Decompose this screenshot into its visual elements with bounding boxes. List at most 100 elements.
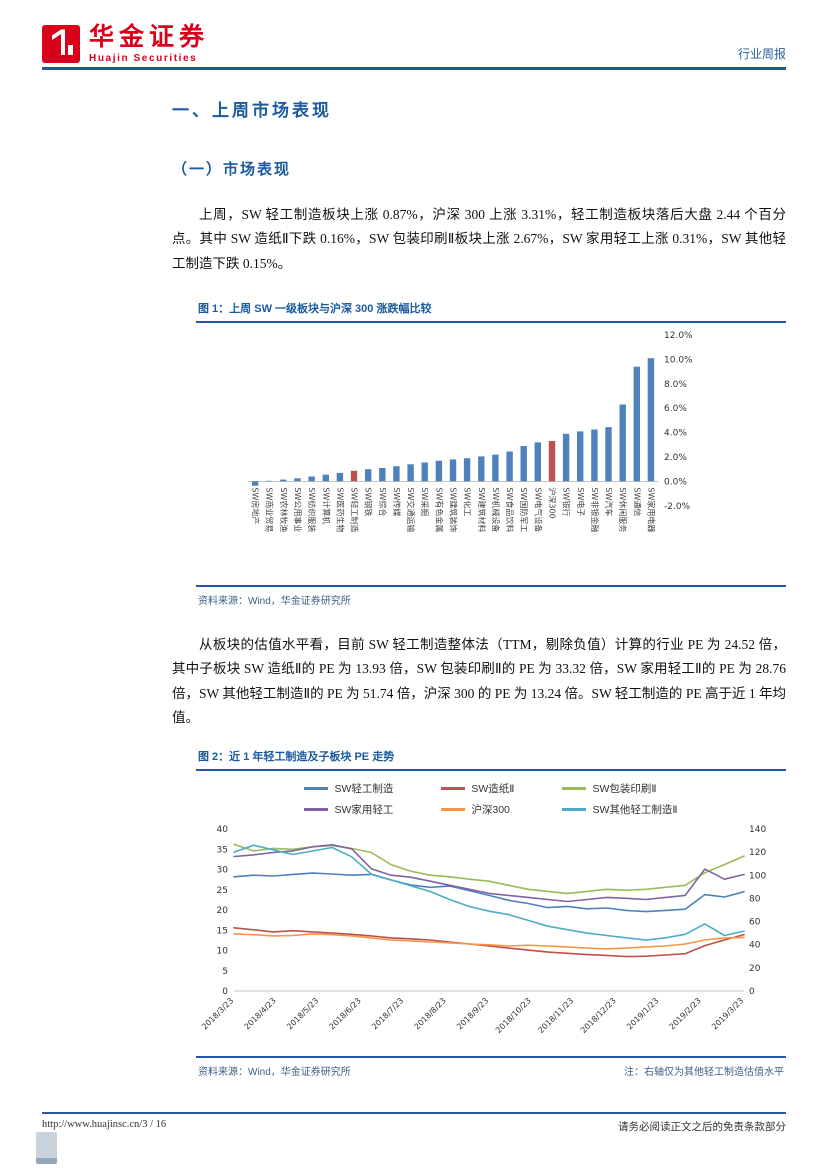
bar-category-label: 沪深300	[547, 487, 557, 518]
legend-label: SW其他轻工制造Ⅱ	[592, 804, 678, 816]
bar-category-label: SW采掘	[420, 487, 430, 516]
legend-swatch	[562, 808, 587, 811]
bar	[463, 458, 471, 482]
legend-item: SW其他轻工制造Ⅱ	[562, 802, 678, 817]
bar	[421, 462, 428, 482]
bar	[336, 472, 344, 482]
bar-category-label: SW食品饮料	[505, 487, 515, 532]
svg-text:15: 15	[217, 926, 228, 936]
bar	[562, 433, 570, 482]
series-line	[233, 927, 745, 958]
bar-category-label: SW房地产	[251, 487, 261, 524]
x-tick-label: 2018/5/23	[285, 996, 320, 1031]
bar-category-label: SW医药生物	[335, 487, 345, 532]
bar-chart: 12.0% 10.0% 8.0% 6.0% 4.0% 2.0% 0.0% -2.0% SW房地产…	[248, 331, 693, 532]
bar	[365, 469, 372, 482]
legend-label: SW造纸Ⅱ	[471, 783, 515, 795]
svg-text:40: 40	[217, 825, 229, 835]
bar-category-label: SW银行	[562, 487, 572, 516]
footer-logo-mark	[36, 1132, 57, 1164]
figure-2-caption: 图 2：近 1 年轻工制造及子板块 PE 走势	[198, 751, 395, 763]
x-tick-label: 2018/11/23	[536, 996, 575, 1035]
bar-category-label: SW汽车	[604, 487, 614, 516]
bar	[379, 468, 386, 482]
legend-label: SW包装印刷Ⅱ	[592, 783, 657, 795]
footer-disclaimer: 请务必阅读正文之后的免责条款部分	[618, 1121, 786, 1133]
brand: 华金证券 Huajin Securities	[42, 24, 209, 64]
bar-category-label: SW计算机	[321, 487, 331, 524]
report-type-label: 行业周报	[737, 47, 786, 61]
brand-text: 华金证券 Huajin Securities	[89, 24, 209, 64]
footer-divider	[42, 1112, 786, 1114]
bar	[435, 460, 443, 482]
svg-text:4.0%: 4.0%	[664, 429, 687, 439]
chart-legend: SW轻工制造 SW造纸Ⅱ SW包装印刷Ⅱ SW家用轻工 沪深300 SW其他轻工制造Ⅱ	[304, 781, 678, 817]
bar-category-label: SW钢铁	[364, 487, 374, 516]
x-tick-label: 2018/12/23	[579, 996, 618, 1035]
legend-item: SW包装印刷Ⅱ	[562, 781, 677, 796]
svg-text:12.0%: 12.0%	[664, 331, 693, 341]
header-divider	[42, 67, 786, 70]
bar	[633, 366, 640, 482]
svg-text:60: 60	[749, 918, 761, 928]
x-tick-label: 2019/2/23	[668, 996, 703, 1031]
subsection-heading: （一）市场表现	[172, 161, 292, 178]
bar	[478, 456, 485, 482]
bar	[407, 464, 414, 482]
legend-item: 沪深300	[441, 802, 514, 817]
x-tick-label: 2018/9/23	[455, 996, 490, 1031]
svg-text:20: 20	[749, 964, 761, 974]
svg-text:10.0%: 10.0%	[664, 355, 693, 365]
bar-category-label: SW有色金属	[434, 487, 444, 532]
svg-text:10: 10	[217, 947, 229, 957]
bar-category-label: SW建筑装饰	[449, 487, 459, 532]
bar-category-label: SW化工	[463, 487, 473, 516]
svg-text:120: 120	[749, 848, 766, 858]
bar-category-label: SW交通运输	[406, 487, 416, 532]
svg-text:0: 0	[749, 987, 755, 997]
svg-text:35: 35	[217, 845, 228, 855]
bar	[266, 480, 273, 482]
legend-label: SW轻工制造	[334, 783, 394, 795]
bar	[492, 454, 499, 482]
line-chart: 0 5 10 15 20 25 30 35 40 0 20 40 60 80 100 120 140 2018/3…	[200, 825, 766, 1035]
series-line	[233, 843, 745, 903]
x-tick-label: 2019/3/23	[710, 996, 745, 1031]
figure-2: 图 2：近 1 年轻工制造及子板块 PE 走势 SW轻工制造 SW造纸Ⅱ SW包装印…	[196, 748, 786, 1078]
bar	[647, 358, 655, 482]
bar	[605, 427, 612, 482]
svg-text:2.0%: 2.0%	[664, 453, 687, 463]
bar	[577, 431, 584, 482]
svg-text:0.0%: 0.0%	[664, 477, 687, 487]
series-line	[233, 844, 745, 941]
bar-category-label: SW非银金融	[590, 487, 600, 532]
bar-category-label: SW农林牧渔	[279, 487, 289, 532]
footer: http://www.huajinsc.cn/3 / 16 请务必阅读正文之后的…	[42, 1119, 786, 1134]
bar	[294, 478, 301, 482]
bar-category-label: SW建筑材料	[477, 487, 487, 532]
x-tick-label: 2018/8/23	[413, 996, 448, 1031]
x-tick-label: 2018/7/23	[370, 996, 405, 1031]
bar	[251, 481, 259, 486]
figure-1-caption-rule	[196, 321, 786, 323]
legend-item: SW家用轻工	[304, 802, 393, 817]
bar	[534, 442, 541, 482]
bar	[322, 474, 329, 482]
bar-category-label: SW轻工制造	[350, 487, 360, 532]
bar	[449, 459, 457, 482]
bar	[591, 429, 598, 482]
series-line	[233, 933, 745, 950]
legend-swatch	[441, 808, 466, 811]
legend-label: 沪深300	[471, 804, 510, 816]
paragraph-market-performance: 上周，SW 轻工制造板块上涨 0.87%，沪深 300 上涨 3.31%，轻工制…	[172, 207, 786, 271]
legend-swatch	[304, 808, 329, 811]
legend-swatch	[441, 787, 466, 790]
bar-category-label: SW电气设备	[533, 487, 543, 532]
header: 华金证券 Huajin Securities 行业周报	[42, 16, 786, 64]
bar	[548, 441, 556, 482]
svg-text:100: 100	[749, 871, 766, 881]
paragraph-valuation: 从板块的估值水平看，目前 SW 轻工制造整体法（TTM，剔除负值）计算的行业 P…	[172, 637, 786, 725]
legend-swatch	[562, 787, 587, 790]
svg-text:0: 0	[222, 987, 228, 997]
